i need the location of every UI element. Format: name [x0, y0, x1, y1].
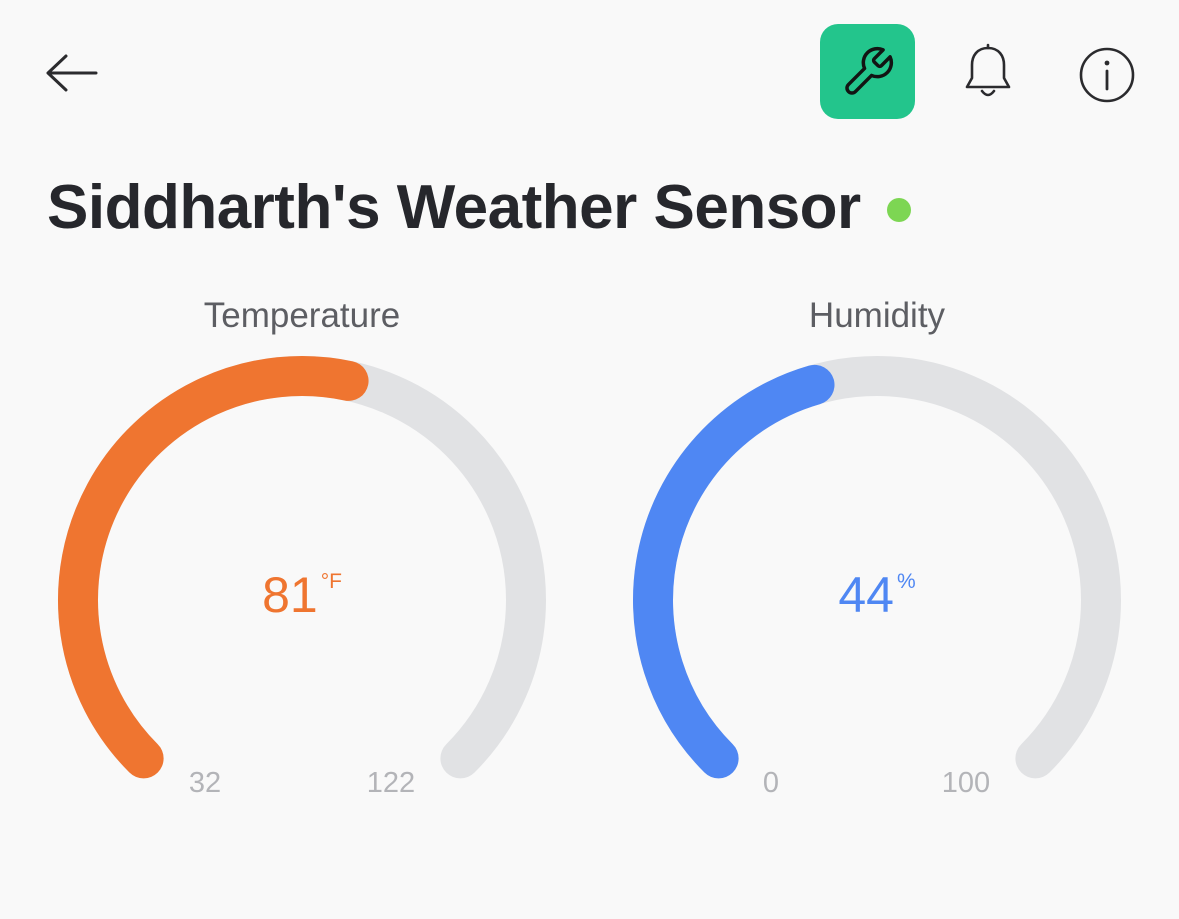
gauge-label: Humidity	[808, 296, 946, 335]
gauge-value: 44%	[597, 566, 1157, 624]
device-title-row: Siddharth's Weather Sensor	[47, 170, 911, 246]
gauge-min-label: 32	[188, 767, 222, 799]
gauge-max-label: 122	[366, 767, 416, 799]
gauge-value-unit: °F	[320, 570, 342, 593]
gauge-min-label: 0	[762, 767, 780, 799]
temperature-gauge: Temperature 81 °F 32 122	[22, 290, 582, 850]
bell-icon	[965, 43, 1011, 97]
gauge-value: 81 °F	[22, 566, 582, 624]
device-title: Siddharth's Weather Sensor	[47, 173, 861, 242]
gauge-value-number: 81	[262, 567, 318, 623]
gauge-label: Temperature	[203, 296, 401, 335]
wrench-icon	[844, 46, 893, 95]
notifications-button[interactable]	[958, 40, 1018, 104]
arrow-left-icon	[46, 54, 98, 92]
back-button[interactable]	[40, 48, 104, 98]
gauge-value-unit: %	[896, 570, 916, 593]
info-button[interactable]	[1076, 44, 1138, 106]
gauge-max-label: 100	[941, 767, 991, 799]
info-circle-icon	[1079, 47, 1135, 103]
settings-button[interactable]	[820, 24, 915, 119]
online-status-dot	[886, 198, 911, 222]
gauge-fill	[58, 356, 369, 779]
humidity-gauge: Humidity 44% 0 100	[597, 290, 1157, 850]
gauge-fill	[633, 364, 835, 779]
gauge-value-number: 44	[838, 567, 894, 623]
gauge-dial	[58, 356, 546, 779]
gauge-dial	[633, 356, 1121, 779]
